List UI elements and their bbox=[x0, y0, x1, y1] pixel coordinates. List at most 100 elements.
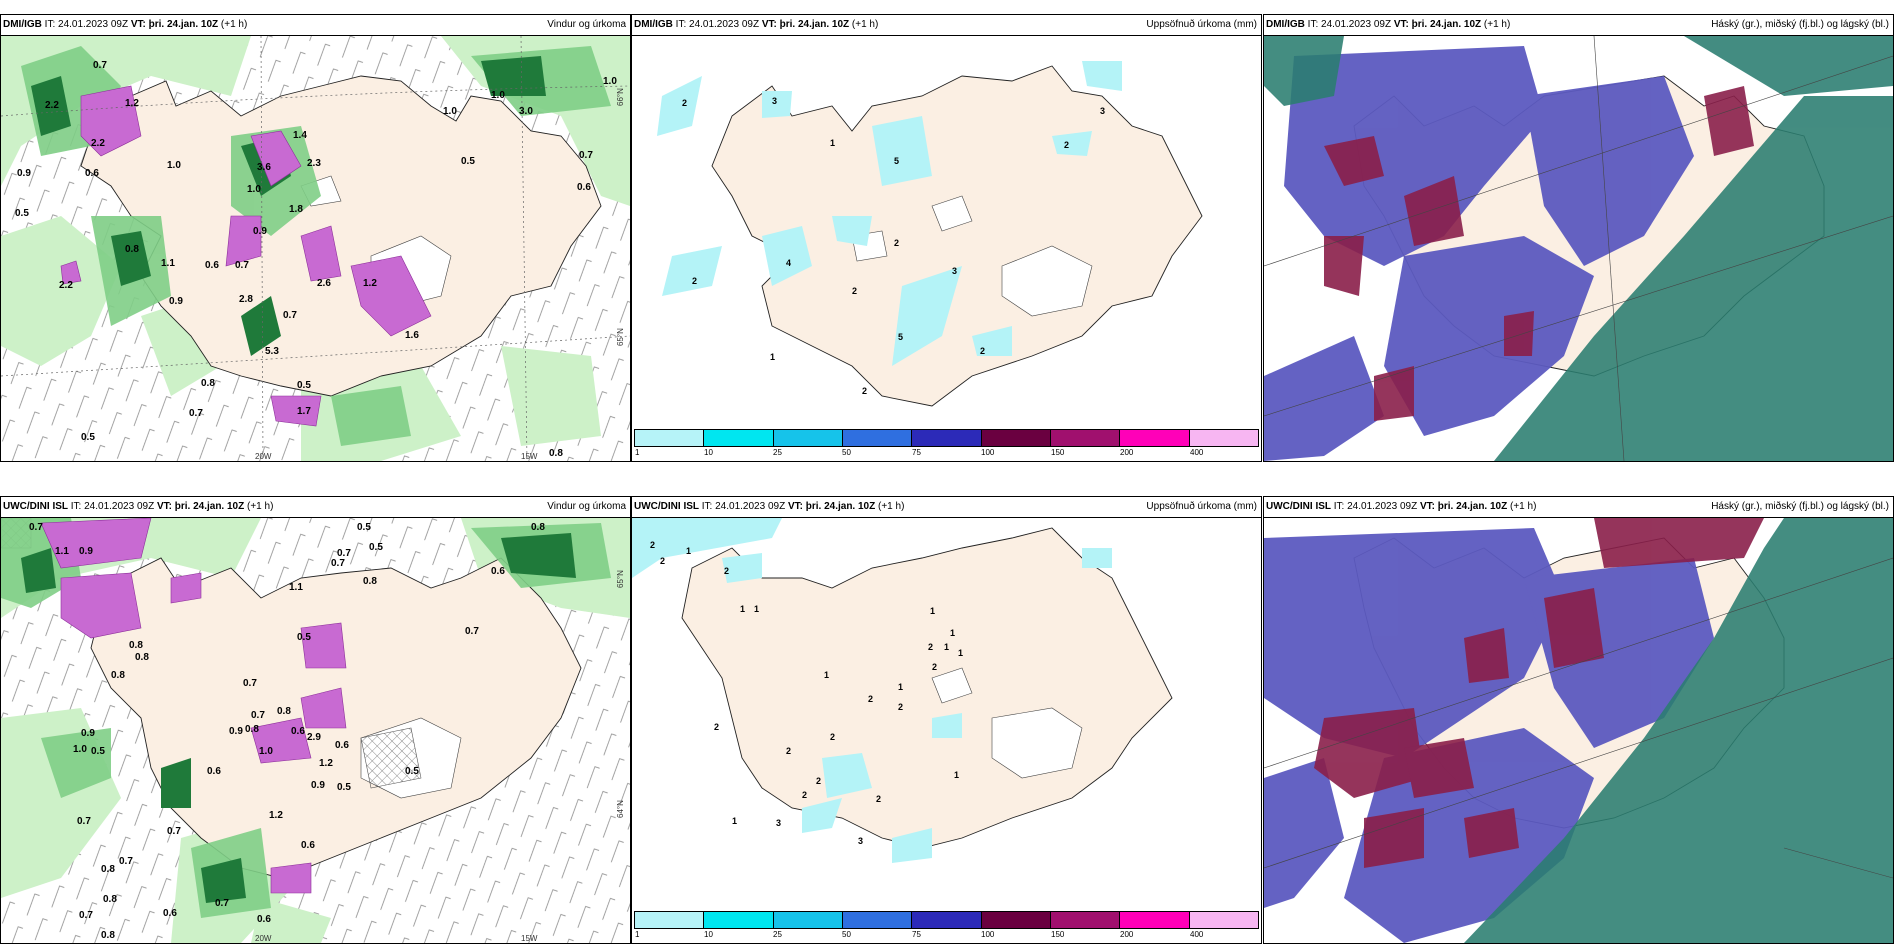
value-label: 0.6 bbox=[85, 168, 99, 179]
mid-cloud-shading bbox=[1264, 46, 1694, 461]
panel-header: DMI/IGB IT: 24.01.2023 09Z VT: þri. 24.j… bbox=[1, 15, 630, 36]
value-label: 2 bbox=[802, 790, 807, 800]
panel-dmi-wind-precip: DMI/IGB IT: 24.01.2023 09Z VT: þri. 24.j… bbox=[0, 14, 631, 462]
value-label: 0.6 bbox=[257, 914, 271, 925]
map-clouds bbox=[1264, 36, 1893, 461]
value-label: 0.8 bbox=[129, 640, 143, 651]
map-clouds bbox=[1264, 518, 1893, 943]
value-label: 1.1 bbox=[161, 258, 175, 269]
value-label: 0.6 bbox=[207, 766, 221, 777]
value-label: 5 bbox=[898, 332, 903, 342]
model-source: DMI/IGB bbox=[3, 19, 42, 30]
value-label: 1.8 bbox=[289, 204, 303, 215]
panel-header: DMI/IGB IT: 24.01.2023 09Z VT: þri. 24.j… bbox=[1264, 15, 1893, 36]
value-label: 2 bbox=[862, 386, 867, 396]
value-label: 1.0 bbox=[603, 76, 617, 87]
colorbar-cell bbox=[842, 912, 913, 928]
value-label: 0.7 bbox=[243, 678, 257, 689]
value-label: 0.5 bbox=[461, 156, 475, 167]
value-label: 0.8 bbox=[111, 670, 125, 681]
colorbar: 1 10 25 50 75 100 150 200 400 bbox=[634, 429, 1259, 459]
value-label: 0.9 bbox=[253, 226, 267, 237]
colorbar: 1 10 25 50 75 100 150 200 400 bbox=[634, 911, 1259, 941]
value-label: 0.9 bbox=[81, 728, 95, 739]
value-label: 0.6 bbox=[577, 182, 591, 193]
panel-header: UWC/DINI ISL IT: 24.01.2023 09Z VT: þri.… bbox=[632, 497, 1261, 518]
value-label: 1 bbox=[898, 682, 903, 692]
colorbar-tick: 200 bbox=[1120, 930, 1134, 939]
value-label: 2 bbox=[876, 794, 881, 804]
value-label: 0.8 bbox=[101, 864, 115, 875]
panel-dmi-clouds: DMI/IGB IT: 24.01.2023 09Z VT: þri. 24.j… bbox=[1263, 14, 1894, 462]
colorbar-tick: 200 bbox=[1120, 448, 1134, 457]
init-time: IT: 24.01.2023 09Z bbox=[1307, 19, 1392, 30]
colorbar-cell bbox=[773, 912, 843, 928]
colorbar-tick: 50 bbox=[842, 448, 851, 457]
snow-shading bbox=[40, 518, 347, 894]
value-label: 2 bbox=[898, 702, 903, 712]
lat-label: 64°N bbox=[616, 800, 625, 818]
value-label: 0.6 bbox=[491, 566, 505, 577]
colorbar-tick: 25 bbox=[773, 930, 782, 939]
accum-precip-shading bbox=[657, 61, 1122, 366]
value-label: 1 bbox=[944, 642, 949, 652]
value-label: 0.6 bbox=[205, 260, 219, 271]
low-cloud-shading bbox=[1314, 518, 1764, 868]
value-label: 1.0 bbox=[73, 744, 87, 755]
value-label: 1.0 bbox=[443, 106, 457, 117]
colorbar-cell bbox=[1189, 430, 1258, 446]
valid-time: þri. 24.jan. 10Z bbox=[174, 501, 245, 512]
value-label: 0.7 bbox=[119, 856, 133, 867]
colorbar-tick: 1 bbox=[635, 930, 640, 939]
colorbar-tick: 400 bbox=[1190, 448, 1204, 457]
value-label: 2.2 bbox=[91, 138, 105, 149]
value-label: 0.7 bbox=[331, 558, 345, 569]
axis-labels: 66°N 65°N 20W 15W bbox=[255, 88, 625, 461]
value-label: 5.3 bbox=[265, 346, 279, 357]
precip-heavy-shading bbox=[21, 533, 576, 903]
value-label: 1.2 bbox=[319, 758, 333, 769]
valid-time-label: VT: bbox=[156, 501, 172, 512]
value-label: 2 bbox=[714, 722, 719, 732]
value-label: 2.2 bbox=[45, 100, 59, 111]
value-label: 3 bbox=[776, 818, 781, 828]
value-label: 0.9 bbox=[17, 168, 31, 179]
model-source: DMI/IGB bbox=[1266, 19, 1305, 30]
grid-lines bbox=[1, 36, 630, 461]
colorbar-tick: 10 bbox=[704, 448, 713, 457]
colorbar-cell bbox=[1120, 430, 1190, 446]
value-label: 0.7 bbox=[337, 548, 351, 559]
value-label: 0.5 bbox=[357, 522, 371, 533]
value-label: 1.2 bbox=[363, 278, 377, 289]
lead-time: (+1 h) bbox=[247, 501, 274, 512]
value-label: 4 bbox=[786, 258, 791, 268]
value-label: 2 bbox=[868, 694, 873, 704]
lon-label: 15W bbox=[521, 934, 538, 943]
value-label: 1.4 bbox=[293, 130, 307, 141]
valid-time: þri. 24.jan. 10Z bbox=[1411, 19, 1482, 30]
value-label: 2 bbox=[928, 642, 933, 652]
value-label: 0.6 bbox=[335, 740, 349, 751]
panel-header: DMI/IGB IT: 24.01.2023 09Z VT: þri. 24.j… bbox=[632, 15, 1261, 36]
value-label: 0.7 bbox=[79, 910, 93, 921]
value-label: 1 bbox=[950, 628, 955, 638]
value-label: 1 bbox=[754, 604, 759, 614]
value-label: 0.7 bbox=[215, 898, 229, 909]
value-label: 0.8 bbox=[531, 522, 545, 533]
value-label: 2 bbox=[894, 238, 899, 248]
value-label: 0.7 bbox=[77, 816, 91, 827]
lat-label: 66°N bbox=[616, 88, 625, 106]
lead-time: (+1 h) bbox=[878, 501, 905, 512]
value-label: 0.7 bbox=[251, 710, 265, 721]
value-label: 2 bbox=[660, 556, 665, 566]
value-label: 2 bbox=[1064, 140, 1069, 150]
low-cloud-shading bbox=[1324, 86, 1754, 421]
valid-time: þri. 24.jan. 10Z bbox=[148, 19, 219, 30]
high-cloud-shading bbox=[1264, 36, 1893, 461]
value-label: 0.8 bbox=[103, 894, 117, 905]
valid-time: þri. 24.jan. 10Z bbox=[805, 501, 876, 512]
panel-title: Háský (gr.), miðský (fj.bl.) og lágský (… bbox=[1711, 501, 1889, 512]
lead-time: (+1 h) bbox=[851, 19, 879, 30]
panel-header: UWC/DINI ISL IT: 24.01.2023 09Z VT: þri.… bbox=[1264, 497, 1893, 518]
colorbar-cell bbox=[704, 912, 774, 928]
